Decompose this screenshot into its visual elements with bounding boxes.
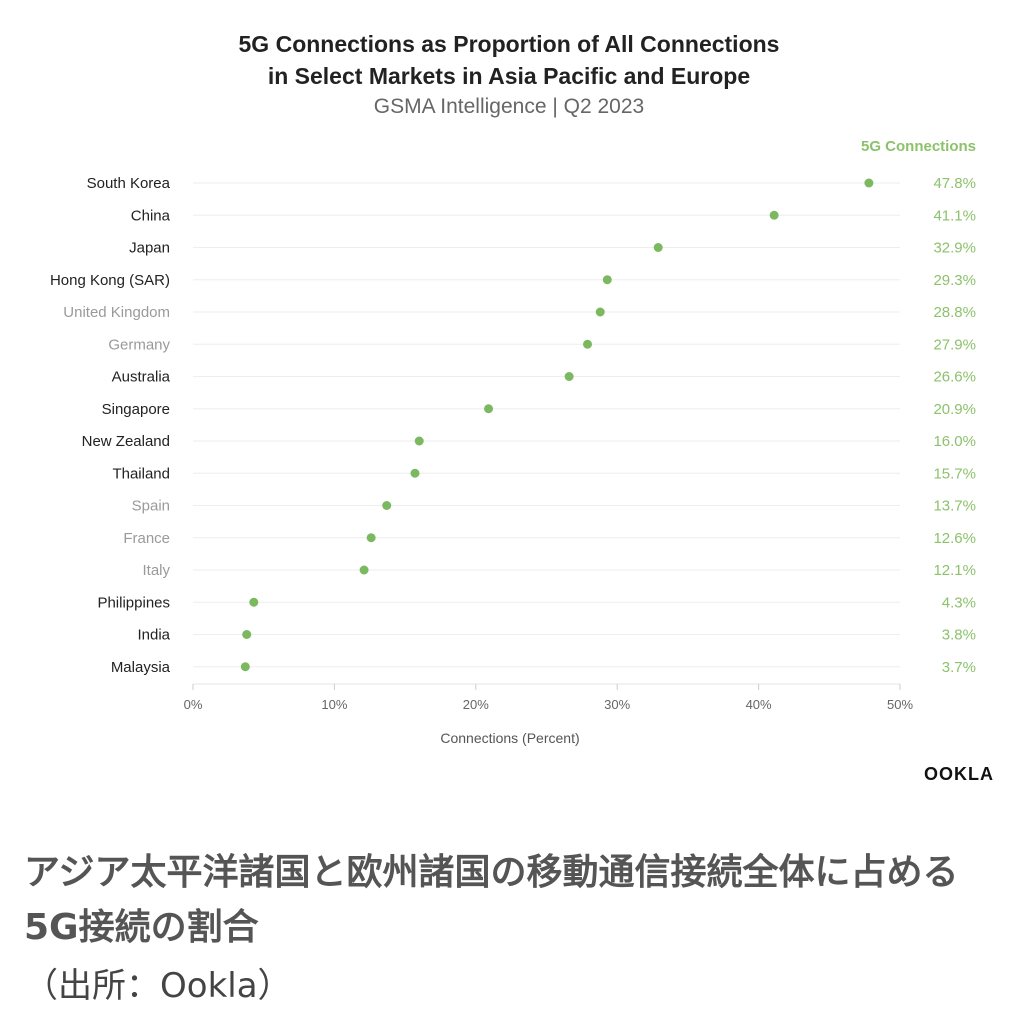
data-point [602,275,612,285]
value-label: 32.9% [933,240,976,257]
data-point [564,372,574,381]
country-label: Spain [132,498,170,515]
data-point [864,178,874,188]
country-label: Germany [108,336,170,353]
chart-title-line-1: 5G Connections as Proportion of All Conn… [238,31,780,57]
chart-title: 5G Connections as Proportion of All Conn… [0,28,1018,92]
country-label: Hong Kong (SAR) [50,272,170,289]
data-point [484,404,494,414]
country-label: United Kingdom [63,304,170,321]
country-label: Singapore [102,401,170,418]
country-label: China [131,207,171,224]
data-point [653,243,663,252]
value-label: 4.3% [942,594,976,611]
data-point [382,501,392,510]
x-tick-label: 20% [463,697,489,712]
value-label: 41.1% [933,207,976,224]
x-tick-label: 0% [184,697,203,712]
value-label: 26.6% [933,369,976,386]
data-point [242,630,252,639]
value-label: 47.8% [933,175,976,192]
chart-subtitle: GSMA Intelligence | Q2 2023 [373,95,645,118]
value-label: 3.7% [942,659,976,676]
x-tick-label: 50% [887,697,913,712]
country-label: Italy [142,562,170,579]
dot-plot-chart: 5G Connections South Korea 47.8% China 41.1%… [50,138,976,746]
country-label: Australia [112,369,171,386]
value-label: 20.9% [933,401,976,418]
figure-source: （出所：Ookla） [24,966,292,1006]
country-label: South Korea [87,175,171,192]
country-label: New Zealand [82,433,170,450]
data-point [359,565,369,575]
value-label: 28.8% [933,304,976,321]
data-point [366,533,376,543]
country-label: India [137,627,170,644]
country-label: Malaysia [111,659,171,676]
data-point [595,307,605,317]
data-point [240,662,250,672]
chart-title-line-2: in Select Markets in Asia Pacific and Eu… [267,63,751,89]
data-point [410,468,420,478]
data-point [249,597,259,607]
value-label: 3.8% [942,627,976,644]
country-label: Japan [129,240,170,257]
value-column-header: 5G Connections [861,138,976,155]
x-tick-label: 40% [746,697,772,712]
value-label: 29.3% [933,272,976,289]
x-tick-label: 30% [604,697,630,712]
country-label: Thailand [112,465,170,482]
value-label: 13.7% [933,498,976,515]
x-tick-label: 10% [321,697,347,712]
x-axis-label: Connections (Percent) [440,730,579,746]
value-label: 12.6% [933,530,976,547]
figure-caption: アジア太平洋諸国と欧州諸国の移動通信接続全体に占める5G接続の割合 [24,852,959,948]
data-point [583,339,593,349]
data-point [769,210,779,220]
value-label: 12.1% [933,562,976,579]
value-label: 16.0% [933,433,976,450]
ookla-logo: OOKLA [924,764,994,784]
country-label: France [123,530,170,547]
value-label: 27.9% [933,336,976,353]
data-point [414,436,424,446]
country-label: Philippines [97,594,170,611]
value-label: 15.7% [933,465,976,482]
